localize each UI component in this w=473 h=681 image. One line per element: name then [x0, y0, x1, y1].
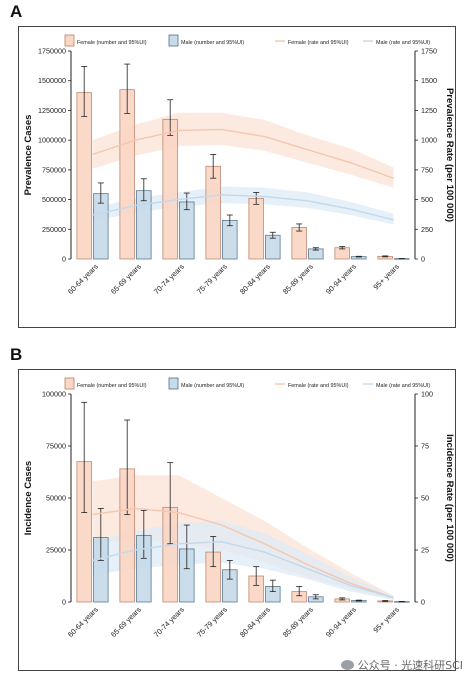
a-y2-tick-label: 500 — [421, 195, 433, 204]
a-legend-male-bar-swatch — [168, 34, 179, 47]
a-female-bar-5 — [291, 227, 307, 260]
a-female-bar-3 — [205, 165, 221, 260]
b-y-tick-label: 50000 — [46, 494, 66, 503]
a-y2-tick-label: 0 — [421, 255, 425, 264]
b-y2-tick-label: 50 — [421, 494, 429, 503]
a-x-tick-label-5: 85-89 years — [281, 262, 315, 296]
a-x-tick-label-6: 90-94 years — [324, 262, 358, 296]
b-y-tick-label: 100000 — [42, 390, 66, 399]
a-y2-axis-label: Prevalence Rate (per 100 000) — [444, 88, 455, 222]
a-legend-male-bar-label: Male (number and 95%UI) — [181, 40, 244, 46]
b-y2-tick-label: 0 — [421, 598, 425, 607]
watermark: 公众号 · 光速科研SCI — [340, 657, 463, 673]
a-y-tick-label: 250000 — [42, 225, 66, 234]
b-male-rate-line — [92, 540, 394, 599]
b-y-tick-label: 75000 — [46, 442, 66, 451]
panel-b-letter: B — [10, 345, 23, 364]
a-female-rate-line — [92, 128, 394, 179]
a-x-tick-label-0: 60-64 years — [66, 262, 100, 296]
b-y-tick-label: 0 — [62, 598, 66, 607]
a-legend-female-bar-label: Female (number and 95%UI) — [77, 40, 147, 46]
a-y2-tick-label: 1750 — [421, 47, 437, 56]
b-x-tick-label-6: 90-94 years — [324, 605, 358, 639]
b-y2-axis-label: Incidence Rate (per 100 000) — [444, 434, 455, 562]
b-y2-tick-label: 25 — [421, 546, 429, 555]
a-y-tick-label: 0 — [62, 255, 66, 264]
b-legend-female-bar-label: Female (number and 95%UI) — [77, 383, 147, 389]
a-y2-tick-label: 750 — [421, 165, 433, 174]
a-female-bar-1 — [119, 89, 135, 260]
a-female-bar-6 — [334, 247, 350, 260]
a-legend-female-bar-swatch — [64, 34, 75, 47]
a-y-axis-label: Prevalence Cases — [23, 115, 34, 196]
a-male-bar-2 — [179, 201, 195, 260]
panel-a-chart: Female (number and 95%UI) Male (number an… — [23, 34, 455, 296]
b-female-rate-line — [92, 507, 394, 599]
a-x-tick-label-1: 65-69 years — [109, 262, 143, 296]
b-y-axis-label: Incidence Cases — [23, 461, 34, 535]
a-x-tick-label-2: 70-74 years — [152, 262, 186, 296]
a-female-bar-0 — [76, 92, 92, 260]
a-y-tick-label: 500000 — [42, 195, 66, 204]
b-y2-tick-label: 100 — [421, 390, 433, 399]
b-x-tick-label-3: 75-79 years — [195, 605, 229, 639]
b-legend-male-bar-label: Male (number and 95%UI) — [181, 383, 244, 389]
a-male-rate-line — [92, 194, 394, 221]
b-x-tick-label-4: 80-84 years — [238, 605, 272, 639]
b-legend-male-bar-swatch — [168, 377, 179, 390]
a-y2-tick-label: 1500 — [421, 76, 437, 85]
b-x-tick-label-0: 60-64 years — [66, 605, 100, 639]
b-y-tick-label: 25000 — [46, 546, 66, 555]
a-y2-tick-label: 1000 — [421, 136, 437, 145]
b-legend-male-line-label: Male (rate and 95%UI) — [376, 383, 430, 389]
panel-b: Female (number and 95%UI) Male (number an… — [18, 369, 456, 671]
panel-a-letter: A — [10, 2, 23, 21]
panel-a: Female (number and 95%UI) Male (number an… — [18, 26, 456, 328]
a-x-tick-label-4: 80-84 years — [238, 262, 272, 296]
panel-b-chart: Female (number and 95%UI) Male (number an… — [23, 377, 455, 639]
a-y2-tick-label: 1250 — [421, 106, 437, 115]
watermark-text: 公众号 · 光速科研SCI — [357, 659, 463, 672]
b-legend-female-bar-swatch — [64, 377, 75, 390]
b-y2-tick-label: 75 — [421, 442, 429, 451]
b-x-tick-label-2: 70-74 years — [152, 605, 186, 639]
a-female-bar-2 — [162, 118, 178, 260]
a-x-tick-label-7: 95+ years — [371, 262, 401, 292]
a-x-tick-label-3: 75-79 years — [195, 262, 229, 296]
a-y2-tick-label: 250 — [421, 225, 433, 234]
b-x-tick-label-1: 65-69 years — [109, 605, 143, 639]
a-y-tick-label: 1750000 — [38, 47, 66, 56]
a-y-tick-label: 1250000 — [38, 106, 66, 115]
a-legend-male-line-label: Male (rate and 95%UI) — [376, 40, 430, 46]
b-x-tick-label-7: 95+ years — [371, 605, 401, 635]
a-male-bar-4 — [265, 234, 281, 260]
a-y-tick-label: 1000000 — [38, 136, 66, 145]
a-legend-female-line-label: Female (rate and 95%UI) — [288, 40, 349, 46]
a-y-tick-label: 750000 — [42, 165, 66, 174]
b-legend-female-line-label: Female (rate and 95%UI) — [288, 383, 349, 389]
a-female-bar-4 — [248, 197, 264, 260]
a-y-tick-label: 1500000 — [38, 76, 66, 85]
wechat-icon — [340, 660, 354, 670]
a-female-rate-band — [92, 112, 394, 188]
a-male-bar-3 — [222, 219, 238, 260]
b-x-tick-label-5: 85-89 years — [281, 605, 315, 639]
